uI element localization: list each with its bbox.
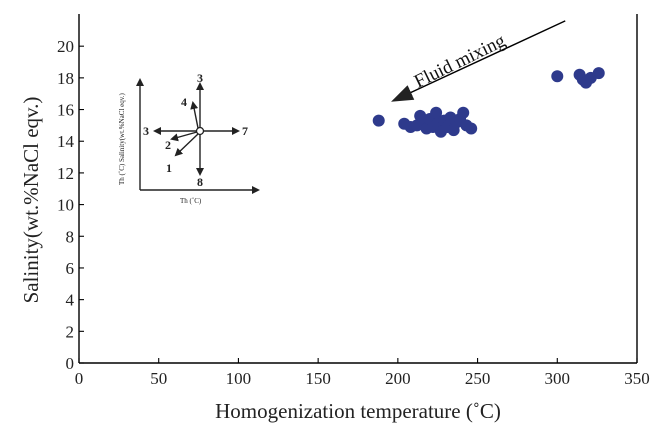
- data-point: [592, 67, 605, 80]
- inset-label-2: 2: [165, 138, 171, 152]
- data-point: [465, 122, 478, 135]
- y-tick-label: 4: [66, 291, 75, 310]
- x-tick-label: 350: [624, 369, 650, 388]
- inset-label-4: 4: [181, 95, 187, 109]
- x-tick-label: 300: [545, 369, 571, 388]
- inset-label-7: 7: [242, 124, 248, 138]
- x-tick-label: 50: [150, 369, 167, 388]
- inset-label-3-left: 3: [143, 124, 149, 138]
- y-tick-label: 12: [57, 164, 74, 183]
- y-ticks: 0 2 4 6 8 10 12 14 16 18 20: [57, 37, 84, 373]
- x-tick-label: 250: [465, 369, 491, 388]
- x-tick-label: 0: [75, 369, 84, 388]
- y-tick-label: 0: [66, 354, 75, 373]
- y-tick-label: 16: [57, 101, 74, 120]
- x-axis-title: Homogenization temperature (˚C): [215, 399, 501, 423]
- inset-label-3-top: 3: [197, 71, 203, 85]
- x-ticks: 0 50 100 150 200 250 300 350: [75, 358, 650, 388]
- data-point: [551, 70, 564, 83]
- data-point: [457, 106, 470, 119]
- fluid-mixing-label: Fluid mixing: [411, 30, 509, 92]
- y-tick-label: 6: [66, 259, 75, 278]
- y-tick-label: 2: [66, 322, 75, 341]
- x-tick-label: 100: [226, 369, 252, 388]
- y-tick-label: 14: [57, 132, 75, 151]
- data-point: [430, 106, 443, 119]
- data-points: [372, 67, 605, 138]
- inset-label-1: 1: [166, 161, 172, 175]
- inset-arrow-4: [190, 101, 199, 129]
- y-tick-label: 18: [57, 69, 74, 88]
- fluid-mixing-arrow: [391, 20, 566, 102]
- inset-y-label: Th (˚C) Salinity(wt.%NaCl eqv.): [118, 92, 126, 185]
- y-tick-label: 20: [57, 37, 74, 56]
- x-tick-label: 150: [305, 369, 331, 388]
- y-tick-label: 10: [57, 196, 74, 215]
- x-tick-label: 200: [385, 369, 411, 388]
- y-tick-label: 8: [66, 227, 75, 246]
- inset-arrow-1: [174, 133, 199, 157]
- inset-arrow-2: [170, 131, 198, 142]
- inset-diagram: 1 2 3 4 3 7 8 Th (˚C) Th (˚C) Salinity(w…: [118, 71, 260, 205]
- y-axis-title: Salinity(wt.%NaCl eqv.): [19, 97, 43, 304]
- data-point: [372, 114, 385, 127]
- inset-origin-circle: [195, 126, 205, 136]
- inset-label-8: 8: [197, 175, 203, 189]
- inset-x-label: Th (˚C): [180, 197, 202, 205]
